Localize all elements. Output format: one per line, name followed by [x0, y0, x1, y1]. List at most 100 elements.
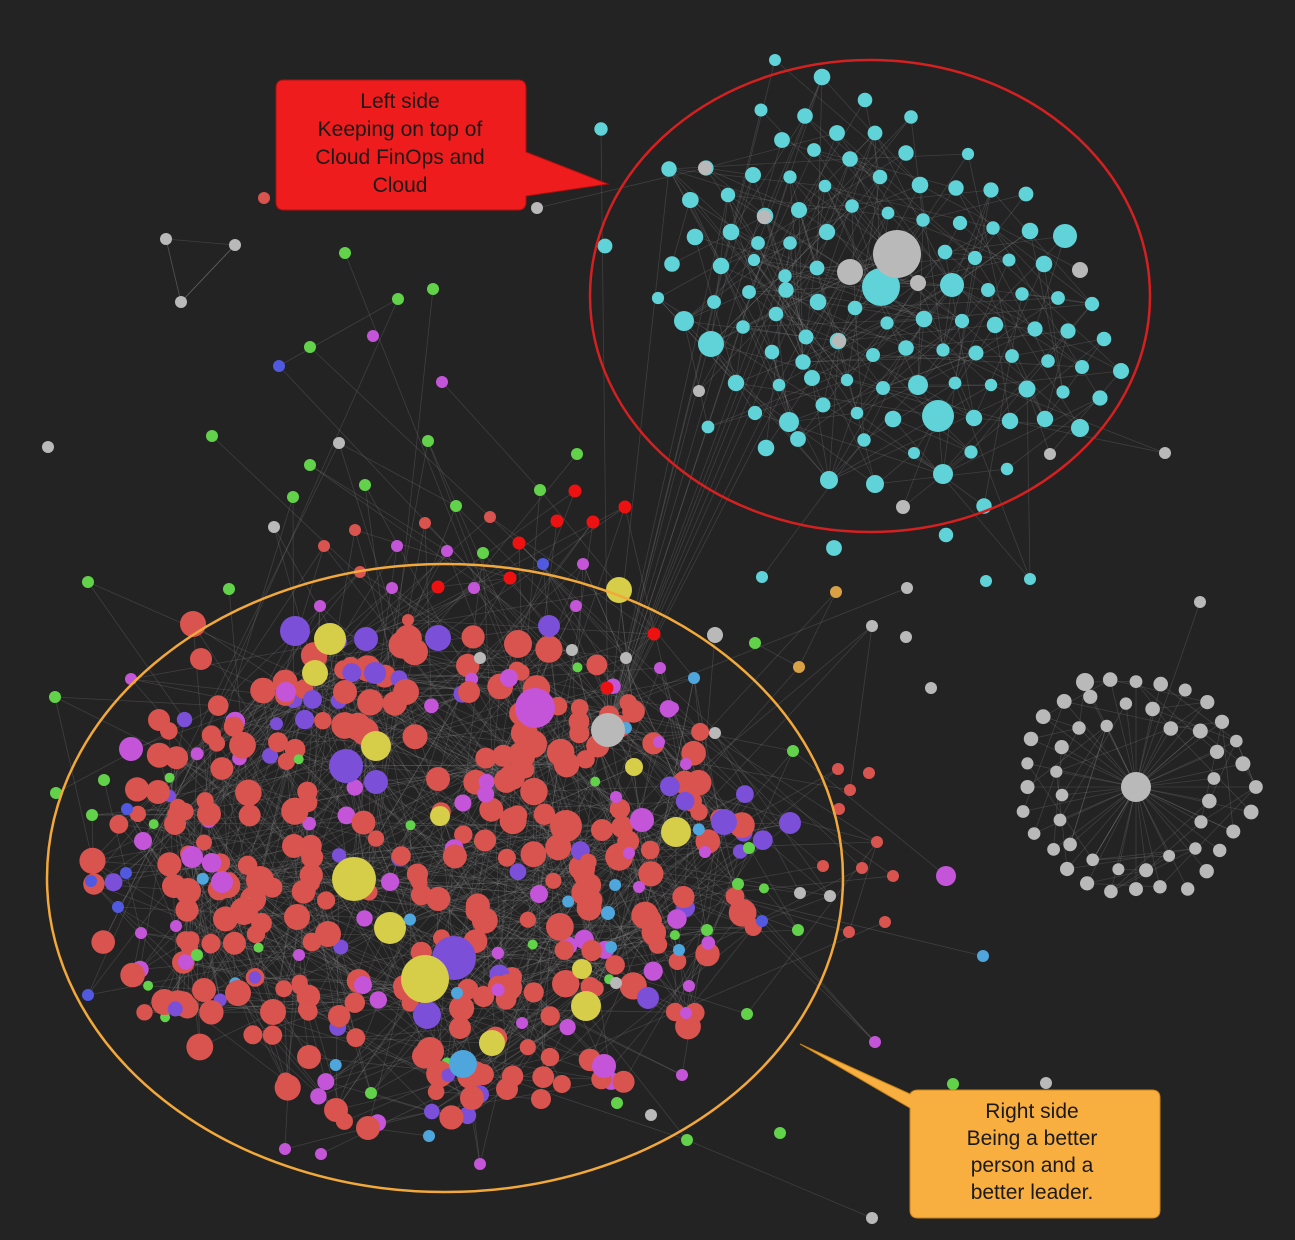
graph-node: [135, 927, 147, 939]
graph-node: [904, 110, 918, 124]
graph-node: [359, 479, 371, 491]
graph-node: [419, 517, 431, 529]
graph-edge: [346, 815, 585, 876]
graph-node: [916, 213, 930, 227]
graph-node: [887, 870, 899, 882]
graph-edge: [742, 912, 876, 1043]
left-callout-line-1: Left side: [360, 90, 439, 113]
graph-node: [331, 712, 359, 739]
graph-edge: [683, 242, 791, 322]
graph-edge: [87, 581, 185, 720]
graph-edge: [730, 115, 806, 233]
graph-node: [295, 709, 315, 730]
graph-node: [461, 625, 485, 649]
graph-node: [743, 842, 755, 854]
graph-edge: [802, 271, 851, 363]
graph-edge: [252, 898, 411, 1004]
graph-node: [430, 806, 450, 826]
graph-node: [1153, 676, 1168, 692]
graph-node: [938, 527, 954, 543]
graph-node: [711, 809, 737, 835]
graph-node: [1056, 385, 1070, 399]
graph-edge: [973, 263, 1045, 419]
graph-node: [698, 331, 724, 357]
graph-edge: [742, 253, 898, 328]
right-callout-line-4: better leader.: [971, 1181, 1094, 1204]
graph-edge: [338, 442, 403, 646]
graph-node: [947, 1078, 959, 1090]
right-callout: Right side Being a better person and a b…: [799, 1043, 1161, 1219]
graph-node: [129, 805, 146, 823]
graph-node: [572, 959, 592, 979]
graph-edge: [453, 936, 652, 959]
graph-edge: [742, 326, 807, 338]
graph-node: [986, 221, 1000, 235]
graph-node: [509, 863, 527, 881]
graph-node: [442, 844, 467, 869]
graph-node: [1035, 709, 1051, 725]
graph-node: [304, 341, 316, 353]
graph-node: [260, 999, 286, 1025]
graph-edge: [1170, 701, 1208, 729]
graph-node: [683, 980, 695, 992]
graph-node: [609, 879, 622, 891]
graph-edge: [735, 382, 876, 485]
graph-node: [884, 410, 902, 428]
graph-edge: [463, 834, 561, 928]
graph-edge: [310, 882, 339, 1028]
graph-edge: [746, 841, 878, 1015]
graph-node: [246, 866, 274, 894]
graph-edge: [704, 132, 838, 169]
graph-node: [119, 737, 143, 761]
graph-node: [712, 257, 730, 275]
graph-node: [401, 955, 449, 1003]
graph-edge: [983, 293, 1023, 507]
graph-edge: [307, 529, 356, 803]
graph-edge: [310, 641, 339, 846]
graph-node: [647, 627, 661, 641]
graph-edge: [375, 703, 396, 839]
graph-edge: [628, 677, 695, 704]
graph-edge: [210, 943, 285, 989]
graph-edge: [391, 587, 518, 671]
graph-edge: [180, 244, 236, 303]
graph-edge: [597, 745, 851, 791]
graph-edge: [462, 1063, 688, 1141]
graph-edge: [846, 176, 881, 381]
graph-node: [357, 689, 384, 716]
graph-edge: [467, 826, 623, 990]
graph-node: [223, 716, 244, 737]
graph-node: [625, 758, 643, 776]
graph-edge: [566, 764, 654, 972]
graph-node: [530, 885, 548, 903]
graph-edge: [407, 619, 655, 635]
graph-edge: [247, 840, 486, 866]
graph-node: [533, 803, 556, 825]
graph-node: [984, 378, 998, 392]
graph-edge: [671, 199, 691, 265]
graph-edge: [778, 384, 830, 482]
graph-node: [741, 1008, 753, 1020]
graph-edge: [296, 916, 356, 1003]
graph-node: [302, 660, 328, 686]
graph-node: [248, 971, 261, 984]
graph-node: [1021, 222, 1039, 240]
graph-node: [468, 582, 480, 594]
graph-node: [160, 233, 172, 245]
graph-edge: [424, 522, 725, 823]
graph-edge: [705, 167, 787, 291]
graph-node: [436, 376, 448, 388]
graph-node: [908, 375, 928, 395]
graph-node: [303, 849, 323, 868]
graph-edge: [431, 1026, 568, 1112]
graph-edge: [437, 648, 550, 780]
graph-edge: [757, 152, 907, 244]
graph-edge: [252, 1034, 493, 1044]
graph-edge: [887, 212, 996, 326]
graph-node: [554, 940, 574, 960]
graph-edge: [309, 464, 448, 552]
graph-edge: [1006, 397, 1101, 470]
graph-node: [426, 886, 451, 912]
graph-node: [1202, 793, 1217, 809]
